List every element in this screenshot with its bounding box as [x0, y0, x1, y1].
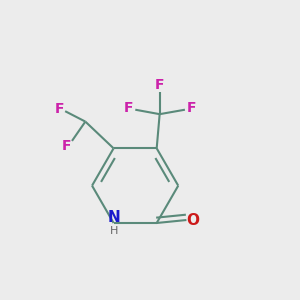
Text: F: F: [124, 101, 134, 115]
Text: N: N: [107, 210, 120, 225]
Text: F: F: [187, 101, 196, 115]
Text: F: F: [54, 102, 64, 116]
Text: O: O: [186, 212, 200, 227]
Text: F: F: [155, 78, 164, 92]
Text: H: H: [110, 226, 118, 236]
Text: F: F: [62, 139, 71, 153]
